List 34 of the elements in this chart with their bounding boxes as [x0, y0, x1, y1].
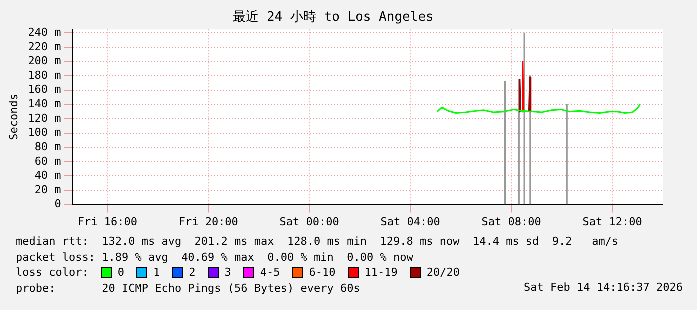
legend-label: 11-19 — [364, 265, 398, 280]
y-tick-label: 40 m — [34, 169, 62, 182]
y-tick-label: 160 m — [28, 83, 62, 96]
legend-label: 6-10 — [309, 265, 336, 280]
text: median rtt: 132.0 ms avg 201.2 ms max 128.0 ms min 129.8 ms now 14.4 ms sd 9.2 am/s — [16, 234, 620, 250]
y-tick-label: 200 m — [28, 54, 62, 68]
x-tick-label: Fri 16:00 — [78, 215, 138, 228]
chart-title: 最近 24 小時 to Los Angeles — [233, 10, 434, 26]
x-tick-label: Sat 04:00 — [380, 215, 440, 228]
legend-label: 2 — [189, 265, 196, 280]
y-tick-label: 80 m — [34, 140, 62, 154]
y-tick-label: 120 m — [28, 112, 62, 125]
y-tick-label: 180 m — [28, 68, 62, 82]
x-tick-label: Sat 00:00 — [280, 215, 340, 228]
y-tick-label: 0 — [54, 198, 62, 211]
y-axis-title: Seconds — [7, 94, 20, 140]
text: probe: 20 ICMP Echo Pings (56 Bytes) every 60s — [16, 282, 360, 294]
y-tick-label: 240 m — [28, 26, 62, 40]
text: Sat Feb 14 14:16:37 2026 — [524, 281, 683, 294]
y-tick-label: 220 m — [28, 40, 62, 54]
y-tick-label: 60 m — [34, 154, 62, 168]
x-tick-label: Sat 08:00 — [482, 215, 542, 228]
legend-label: 1 — [153, 265, 160, 280]
text: packet loss: 1.89 % avg 40.69 % max 0.00 % min 0.00 % now — [16, 250, 414, 265]
legend-label: 0 — [118, 265, 124, 280]
y-tick-label: 100 m — [28, 126, 62, 140]
legend-label: 20/20 — [426, 265, 460, 280]
y-tick-label: 140 m — [28, 98, 62, 111]
legend-title: loss color: — [16, 265, 89, 280]
legend-label: 4-5 — [260, 265, 280, 280]
x-tick-label: Sat 12:00 — [582, 215, 642, 228]
y-tick-label: 20 m — [34, 183, 62, 196]
legend-label: 3 — [224, 265, 232, 280]
x-tick-label: Fri 20:00 — [178, 215, 238, 228]
